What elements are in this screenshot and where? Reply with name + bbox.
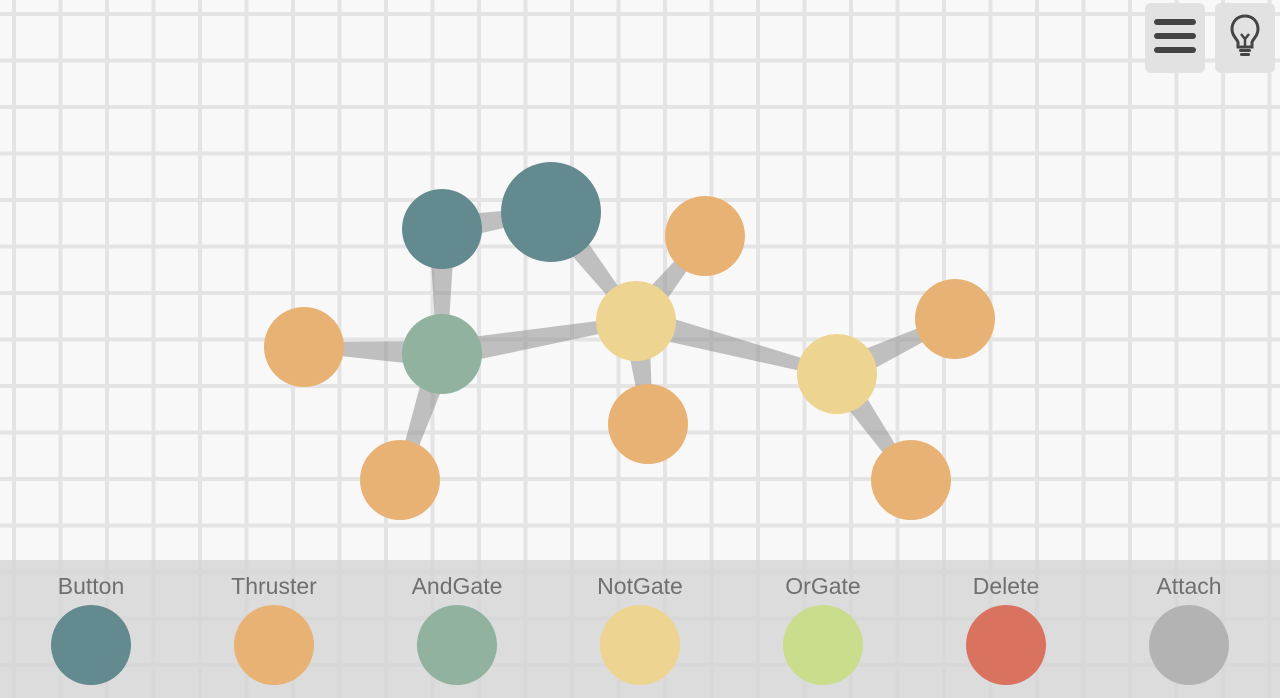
tool-label: Delete: [972, 573, 1040, 599]
andgate-node[interactable]: [402, 314, 482, 394]
notgate-node[interactable]: [596, 281, 676, 361]
link-not1-not2: [632, 308, 839, 379]
tool-attach[interactable]: Attach: [1109, 560, 1269, 698]
button-node[interactable]: [501, 162, 601, 262]
thruster-node[interactable]: [665, 196, 745, 276]
tool-label: Thruster: [231, 573, 317, 599]
tool-label: OrGate: [785, 573, 861, 599]
tool-swatch-thruster[interactable]: [234, 605, 314, 685]
thruster-node[interactable]: [608, 384, 688, 464]
button-node[interactable]: [402, 189, 482, 269]
notgate-node[interactable]: [797, 334, 877, 414]
tool-swatch-andgate[interactable]: [417, 605, 497, 685]
link-and1-not1: [439, 316, 637, 367]
thruster-node[interactable]: [360, 440, 440, 520]
parts-palette: Button Thruster AndGate NotGate OrGate Delete…: [0, 560, 1280, 698]
tool-delete[interactable]: Delete: [926, 560, 1086, 698]
thruster-node[interactable]: [264, 307, 344, 387]
tool-label: Attach: [1156, 573, 1222, 599]
tool-andgate[interactable]: AndGate: [377, 560, 537, 698]
tool-label: Button: [57, 573, 125, 599]
hamburger-menu-icon: [1153, 16, 1197, 61]
tool-swatch-delete[interactable]: [966, 605, 1046, 685]
tool-orgate[interactable]: OrGate: [743, 560, 903, 698]
menu-button[interactable]: [1145, 3, 1205, 73]
tool-notgate[interactable]: NotGate: [560, 560, 720, 698]
thruster-node[interactable]: [871, 440, 951, 520]
tool-label: NotGate: [597, 573, 683, 599]
thruster-node[interactable]: [915, 279, 995, 359]
tool-swatch-orgate[interactable]: [783, 605, 863, 685]
tool-thruster[interactable]: Thruster: [194, 560, 354, 698]
tool-swatch-attach[interactable]: [1149, 605, 1229, 685]
tool-swatch-button[interactable]: [51, 605, 131, 685]
tool-label: AndGate: [411, 573, 503, 599]
hint-button[interactable]: [1215, 3, 1275, 73]
lightbulb-icon: [1230, 13, 1260, 63]
tool-button[interactable]: Button: [11, 560, 171, 698]
tool-swatch-notgate[interactable]: [600, 605, 680, 685]
